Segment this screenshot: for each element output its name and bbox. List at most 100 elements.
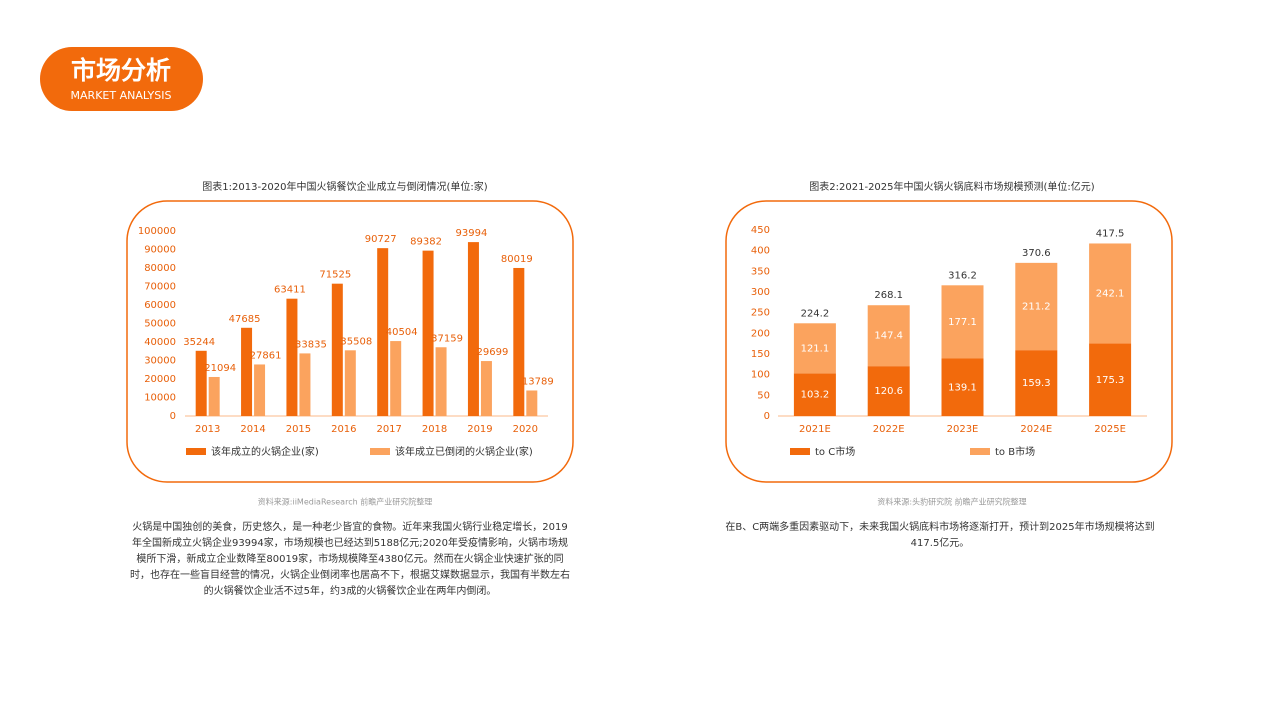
total-label: 268.1: [874, 290, 903, 301]
y-tick-label: 250: [751, 308, 770, 319]
legend-label: to B市场: [995, 445, 1035, 458]
bar: [241, 327, 253, 416]
y-tick-label: 50: [757, 390, 770, 401]
data-label: 175.3: [1096, 375, 1125, 386]
y-tick-label: 150: [751, 349, 770, 360]
header-pill: [40, 47, 203, 111]
x-tick-label: 2020: [513, 424, 538, 435]
chart-frame: [725, 200, 1173, 483]
data-label: 120.6: [874, 386, 903, 397]
y-tick-label: 80000: [144, 263, 176, 274]
y-tick-label: 350: [751, 266, 770, 277]
legend-swatch: [186, 448, 206, 455]
bar-segment: [793, 373, 836, 416]
y-tick-label: 100000: [138, 226, 176, 237]
source: 资料来源:头豹研究院 前瞻产业研究院整理: [877, 497, 1026, 507]
source: 资料来源:iiMediaResearch 前瞻产业研究院整理: [258, 497, 432, 507]
x-tick-label: 2013: [195, 424, 220, 435]
bar-segment: [867, 366, 910, 416]
y-tick-label: 40000: [144, 337, 176, 348]
description: 在B、C两端多重因素驱动下，未来我国火锅底料市场将逐渐打开，预计到2025年市场…: [725, 522, 1155, 549]
x-tick-label: 2023E: [947, 424, 979, 435]
data-label: 37159: [431, 333, 463, 344]
bar-segment: [941, 358, 984, 416]
y-tick-label: 30000: [144, 356, 176, 367]
bar: [208, 376, 220, 416]
bar: [480, 361, 492, 416]
y-tick-label: 50000: [144, 319, 176, 330]
x-tick-label: 2025E: [1094, 424, 1126, 435]
bar-segment: [1015, 350, 1058, 416]
y-tick-label: 400: [751, 246, 770, 257]
y-tick-label: 60000: [144, 300, 176, 311]
x-tick-label: 2014: [240, 424, 265, 435]
legend-label: 该年成立的火锅企业(家): [211, 445, 319, 458]
y-tick-label: 200: [751, 328, 770, 339]
x-tick-label: 2019: [467, 424, 492, 435]
bar: [422, 250, 434, 416]
bar: [526, 390, 538, 416]
total-label: 224.2: [801, 308, 830, 319]
data-label: 33835: [295, 339, 327, 350]
chart-title: 图表2:2021-2025年中国火锅火锅底料市场规模预测(单位:亿元): [809, 180, 1095, 193]
y-tick-label: 0: [170, 411, 176, 422]
data-label: 21094: [204, 363, 236, 374]
data-label: 139.1: [948, 382, 977, 393]
bar-segment: [1015, 262, 1058, 351]
bar-segment: [1089, 343, 1132, 416]
data-label: 147.4: [874, 331, 903, 342]
data-label: 93994: [456, 228, 488, 239]
data-label: 35244: [183, 337, 215, 348]
legend-label: 该年成立已倒闭的火锅企业(家): [395, 445, 533, 458]
data-label: 103.2: [801, 390, 830, 401]
y-tick-label: 20000: [144, 374, 176, 385]
bar: [344, 350, 356, 416]
bar-segment: [793, 323, 836, 374]
legend-label: to C市场: [815, 445, 855, 458]
header-title: 市场分析: [71, 56, 171, 85]
legend-swatch: [370, 448, 390, 455]
data-label: 29699: [477, 347, 509, 358]
y-tick-label: 90000: [144, 245, 176, 256]
description: 火锅是中国独创的美食，历史悠久，是一种老少皆宜的食物。近年来我国火锅行业稳定增长…: [130, 522, 570, 597]
y-tick-label: 0: [764, 411, 770, 422]
x-tick-label: 2016: [331, 424, 356, 435]
data-label: 211.2: [1022, 302, 1051, 313]
y-tick-label: 70000: [144, 282, 176, 293]
y-tick-label: 300: [751, 287, 770, 298]
data-label: 242.1: [1096, 289, 1125, 300]
data-label: 159.3: [1022, 378, 1051, 389]
bar-segment: [867, 305, 910, 367]
bar: [254, 364, 266, 416]
x-tick-label: 2021E: [799, 424, 831, 435]
data-label: 27861: [250, 350, 282, 361]
chart-frame: [126, 200, 574, 483]
data-label: 35508: [340, 336, 372, 347]
y-tick-label: 100: [751, 370, 770, 381]
bar-segment: [1089, 243, 1132, 344]
total-label: 417.5: [1096, 228, 1125, 239]
data-label: 47685: [229, 314, 261, 325]
bar: [435, 347, 447, 416]
data-label: 40504: [386, 327, 418, 338]
x-tick-label: 2015: [286, 424, 311, 435]
legend-swatch: [790, 448, 810, 455]
bar: [286, 298, 298, 416]
data-label: 63411: [274, 285, 306, 296]
x-tick-label: 2022E: [873, 424, 905, 435]
bar: [467, 242, 479, 416]
bar-segment: [941, 285, 984, 359]
total-label: 370.6: [1022, 248, 1051, 259]
x-tick-label: 2018: [422, 424, 447, 435]
y-tick-label: 10000: [144, 393, 176, 404]
data-label: 177.1: [948, 317, 977, 328]
data-label: 80019: [501, 254, 533, 265]
header-subtitle: MARKET ANALYSIS: [71, 89, 172, 102]
data-label: 121.1: [801, 343, 830, 354]
bar: [299, 353, 311, 416]
bar: [195, 350, 207, 416]
y-tick-label: 450: [751, 225, 770, 236]
bar: [513, 267, 525, 416]
